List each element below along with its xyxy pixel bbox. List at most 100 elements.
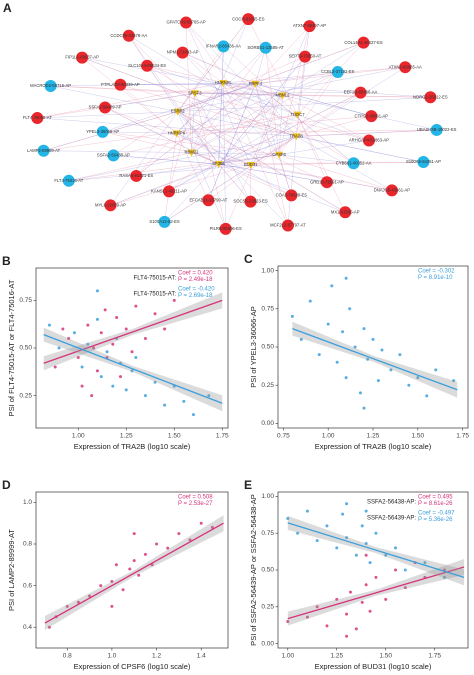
network-edge [208, 136, 297, 201]
network-edge [37, 111, 178, 119]
stat-label: Coef = -0.302 [418, 269, 455, 275]
point [155, 542, 159, 546]
event-node [298, 50, 311, 63]
network-edge [296, 115, 372, 137]
point [128, 567, 132, 571]
y-tick-label: 0.00 [261, 420, 274, 427]
network-edge [297, 114, 346, 213]
network-edge [297, 114, 328, 183]
plot-frame [277, 265, 469, 429]
factor-node [173, 108, 182, 116]
point [371, 337, 375, 341]
point [403, 586, 407, 590]
point [95, 317, 99, 321]
node-label: PILRB-80606-ES [210, 226, 242, 231]
event-node [424, 91, 437, 104]
point [86, 342, 90, 346]
node-label: S100A13-52-ES [149, 219, 179, 224]
node-label: IFNAR2-60436-AA [206, 44, 241, 49]
event-node [217, 40, 230, 53]
point [99, 584, 103, 588]
stat-label: P = 5.36e-26 [418, 517, 453, 523]
network-edge [248, 19, 298, 115]
network-edge [223, 66, 406, 84]
point [67, 336, 71, 340]
node-label: PTPLAD2-86339-AP [101, 82, 140, 87]
network-edge [136, 154, 280, 177]
event-node [242, 13, 255, 26]
point [124, 327, 128, 331]
network-edge [177, 111, 346, 213]
factor-node [292, 133, 301, 141]
network-edge [113, 114, 298, 156]
network-edge [146, 65, 195, 94]
event-node [202, 194, 215, 207]
network-edge [113, 155, 219, 165]
point [92, 346, 96, 350]
node-label: FIP1L1-69037-AP [65, 55, 99, 60]
point [76, 356, 80, 360]
series-name: FLT4-75015-AT: [134, 292, 177, 298]
point [182, 399, 186, 403]
network-edge [279, 154, 392, 191]
node-label: SSFA2-56439-AP [89, 105, 122, 110]
node-label: S100A6-54251-AP [406, 159, 441, 164]
y-tick-label: 0.75 [261, 306, 274, 313]
network-edge [223, 82, 431, 98]
factor-node [246, 161, 255, 169]
point [177, 532, 181, 536]
network-edge [147, 65, 298, 115]
point [341, 512, 345, 516]
network-edge [218, 92, 361, 165]
point [137, 573, 141, 577]
y-axis-label: PSI of SSFA2-56439-AP or SSFA2-56438-AP [249, 494, 258, 646]
fit-line [292, 328, 458, 391]
network-edge [120, 84, 297, 137]
point [80, 365, 84, 369]
node-label: GPATCH2-05765-AP [166, 20, 205, 25]
node-label: EEF1D-85466-AA [344, 90, 378, 95]
point [403, 568, 407, 572]
x-tick-label: 1.0 [107, 653, 116, 660]
network-edge [223, 82, 298, 115]
node-label: ATXN2-60985-AA [389, 64, 422, 69]
point [348, 307, 352, 311]
point [305, 509, 309, 513]
x-tick-label: 1.25 [120, 433, 133, 440]
network-edge [287, 136, 297, 226]
point [317, 353, 321, 357]
point [345, 502, 349, 506]
point [368, 609, 372, 613]
node-label: CPSF6 [272, 152, 286, 157]
network-edge [82, 57, 283, 96]
node-label: MCF2L2-67797-AT [270, 223, 306, 228]
point [344, 276, 348, 280]
point [407, 383, 411, 387]
node-label: GRB10-79591-AP [310, 179, 344, 184]
network-edge [185, 22, 280, 155]
stat-label: P = 2.53e-27 [178, 501, 213, 507]
point [308, 299, 312, 303]
point [47, 323, 51, 327]
network-edge [278, 95, 283, 155]
y-tick-label: 0.25 [261, 382, 274, 389]
network-edge [218, 56, 306, 165]
node-label: UBASH3B-19022-ES [417, 127, 457, 132]
factor-node [251, 80, 260, 88]
network-edge [297, 114, 369, 141]
point [364, 542, 368, 546]
point [143, 336, 147, 340]
network-edge [282, 95, 437, 131]
stat-label: P = 8.91e-10 [418, 275, 453, 281]
point [345, 536, 349, 540]
network-edge [194, 92, 283, 96]
point [384, 597, 388, 601]
point [80, 384, 84, 388]
network-edge [68, 152, 192, 182]
series-name: FLT4-75015-AT: [134, 276, 177, 282]
node-label: SEPT9-73050-AT [289, 54, 322, 59]
network-edge [177, 111, 219, 165]
point [90, 394, 94, 398]
node-label: HNRNPK [168, 130, 186, 135]
